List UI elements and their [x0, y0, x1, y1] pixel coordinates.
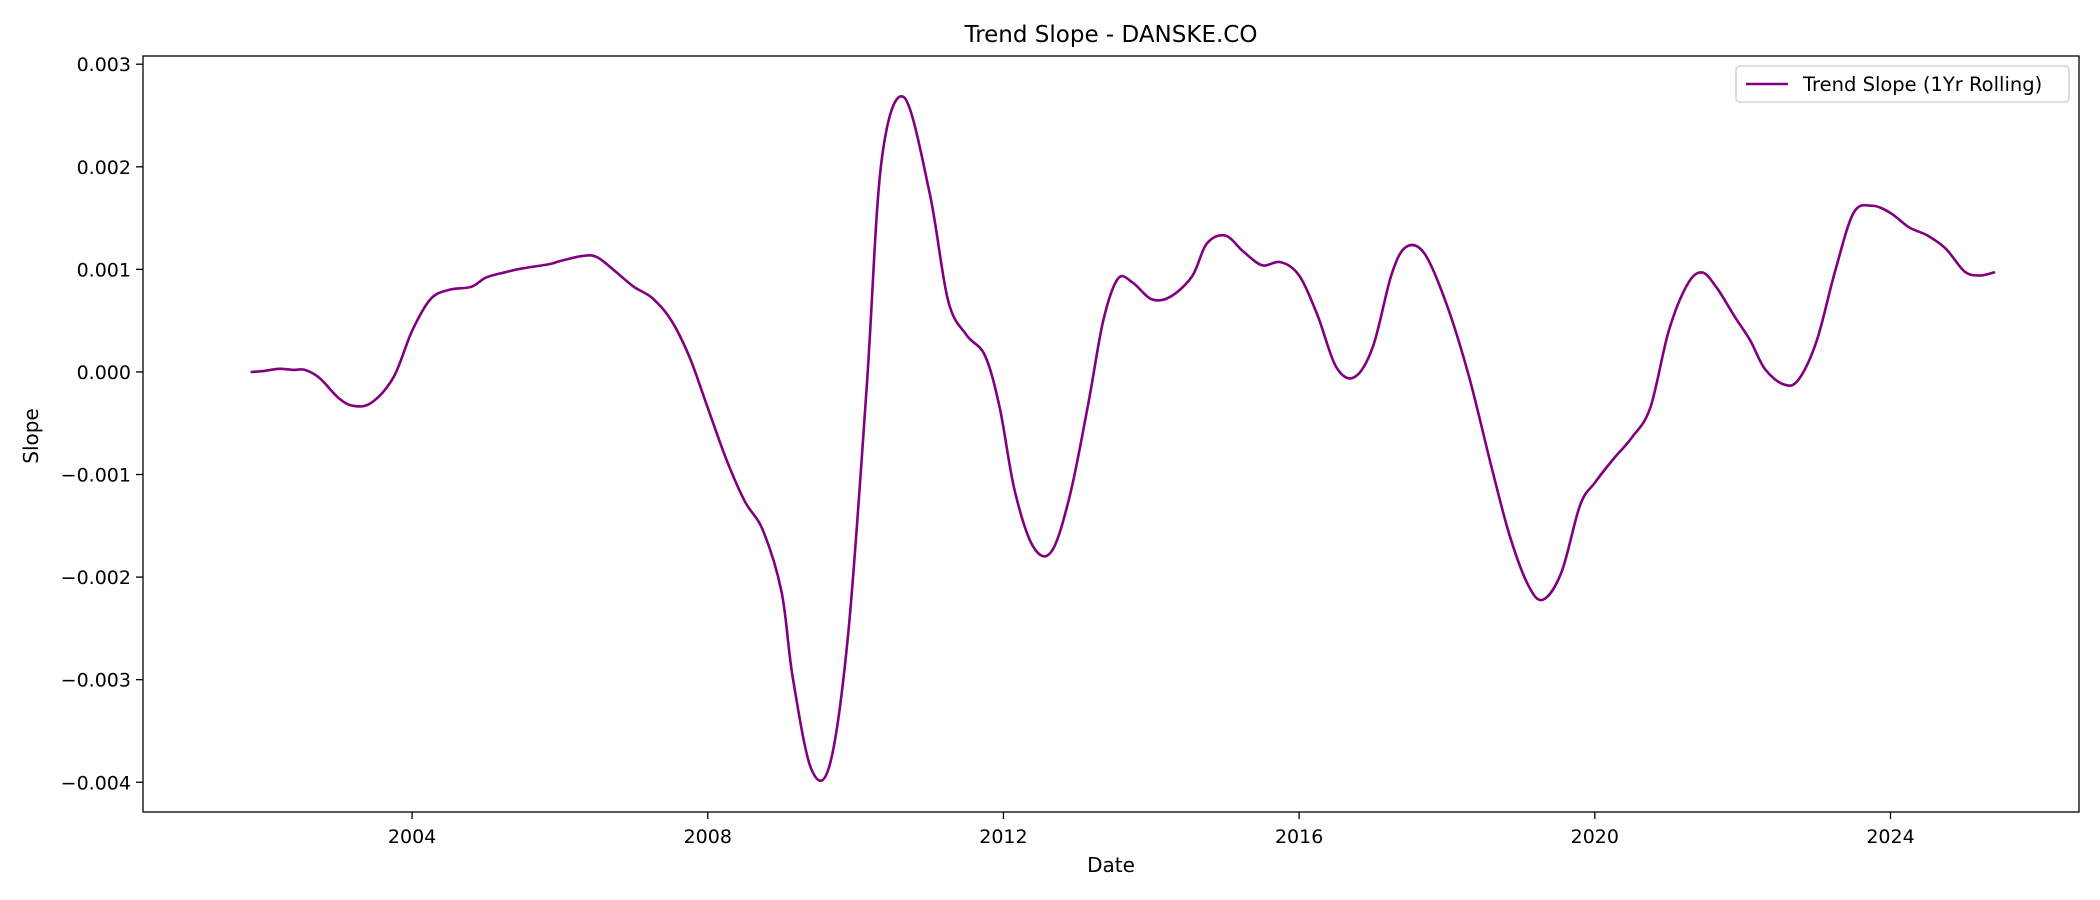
- y-tick-label: 0.000: [77, 362, 131, 384]
- x-tick-label: 2020: [1571, 826, 1619, 848]
- y-tick-label: −0.002: [61, 567, 131, 589]
- x-tick-label: 2024: [1866, 826, 1914, 848]
- y-tick-label: 0.002: [77, 157, 131, 179]
- y-tick-label: −0.003: [61, 670, 131, 692]
- legend-label: Trend Slope (1Yr Rolling): [1802, 73, 2042, 96]
- y-tick-label: 0.003: [77, 54, 131, 76]
- x-axis: 2004 2008 2012 2016 2020 2024: [388, 812, 1915, 848]
- legend: Trend Slope (1Yr Rolling): [1735, 65, 2070, 103]
- y-axis-label: Slope: [19, 408, 43, 464]
- x-tick-label: 2008: [684, 826, 732, 848]
- plot-frame: [142, 55, 2080, 813]
- legend-box: [1735, 65, 2070, 103]
- plot-area: [250, 95, 1996, 783]
- y-tick-label: −0.001: [61, 465, 131, 487]
- x-tick-label: 2016: [1275, 826, 1323, 848]
- x-axis-label: Date: [1087, 853, 1135, 877]
- chart-title: Trend Slope - DANSKE.CO: [964, 22, 1258, 48]
- y-axis: 0.003 0.002 0.001 0.000 −0.001 −0.002 −0.003 −0…: [61, 54, 143, 794]
- y-tick-label: 0.001: [77, 259, 131, 281]
- x-tick-label: 2004: [388, 826, 436, 848]
- y-tick-label: −0.004: [61, 772, 131, 794]
- x-tick-label: 2012: [979, 826, 1027, 848]
- series-line-trend-slope: [250, 95, 1996, 783]
